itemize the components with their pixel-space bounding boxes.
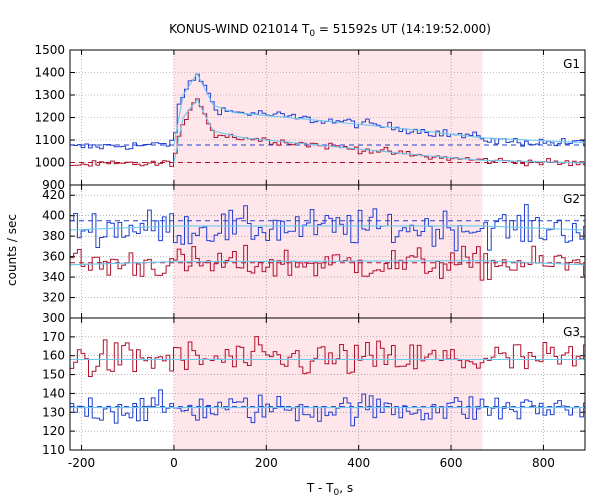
y-tick-label: 900 <box>42 178 65 192</box>
x-tick-label: 0 <box>170 456 178 470</box>
y-tick-label: 1200 <box>34 111 65 125</box>
y-axis-label: counts / sec <box>5 214 19 286</box>
y-tick-label: 380 <box>42 229 65 243</box>
x-tick-label: 400 <box>347 456 370 470</box>
y-tick-label: 1100 <box>34 133 65 147</box>
panel-g3: 110 120 130 140 150 160 170 G3 <box>42 317 586 457</box>
y-tick-label: 130 <box>42 405 65 419</box>
x-axis-label: T - T0, s <box>306 481 353 498</box>
fit-curve-red <box>173 98 586 164</box>
light-curve-blue <box>70 204 585 252</box>
y-tick-label: 320 <box>42 291 65 305</box>
panel-g2: 300 320 340 360 380 400 420 G2 <box>42 184 586 325</box>
y-tick-label: 1400 <box>34 66 65 80</box>
y-tick-label: 340 <box>42 270 65 284</box>
chart-title: KONUS-WIND 021014 T0 = 51592s UT (14:19:… <box>169 22 491 39</box>
y-tick-label: 420 <box>42 188 65 202</box>
y-tick-label: 140 <box>42 386 65 400</box>
x-tick-label: 600 <box>440 456 463 470</box>
panel-label: G3 <box>563 325 580 339</box>
x-tick-label: 800 <box>532 456 555 470</box>
panel-g1: 900 1000 1100 1200 1300 1400 1500 G1 <box>34 43 586 192</box>
panel-frame <box>69 317 586 451</box>
light-curve-blue <box>70 389 585 427</box>
fit-curve-blue <box>173 72 586 146</box>
y-tick-label: 300 <box>42 311 65 325</box>
fit-curve-blue <box>69 225 586 231</box>
y-tick-label: 400 <box>42 209 65 223</box>
panel-label: G1 <box>563 57 580 71</box>
light-curve-red <box>70 336 585 377</box>
y-tick-label: 1500 <box>34 43 65 57</box>
y-tick-label: 1300 <box>34 88 65 102</box>
shaded-interval <box>173 50 483 450</box>
y-tick-label: 110 <box>42 443 65 457</box>
x-tick-label: -200 <box>68 456 95 470</box>
y-tick-label: 150 <box>42 368 65 382</box>
y-tick-label: 170 <box>42 330 65 344</box>
y-tick-label: 160 <box>42 349 65 363</box>
y-tick-label: 120 <box>42 424 65 438</box>
panel-label: G2 <box>563 192 580 206</box>
y-tick-label: 1000 <box>34 156 65 170</box>
plot-area: 900100011001200130014001500G130032034036… <box>34 43 586 470</box>
fit-curve-red <box>69 260 586 266</box>
x-tick-label: 200 <box>255 456 278 470</box>
y-tick-label: 360 <box>42 250 65 264</box>
